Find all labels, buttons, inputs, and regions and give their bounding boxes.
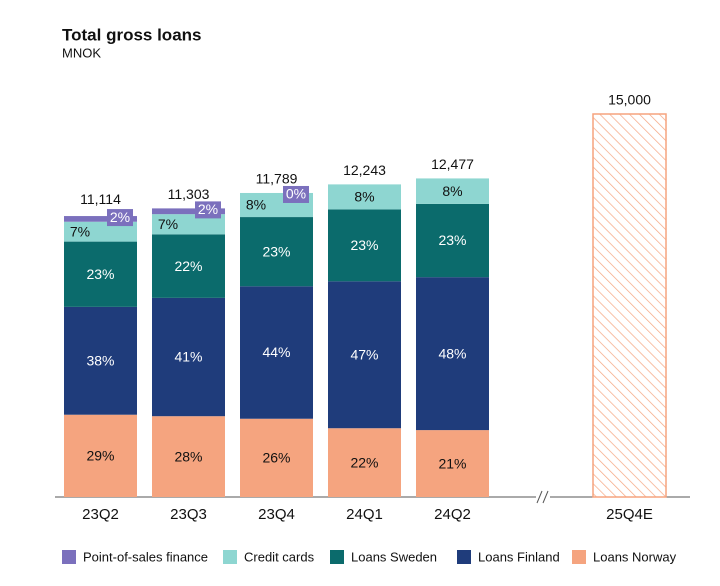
legend-label: Loans Finland [478, 549, 560, 564]
segment-label: 48% [438, 345, 466, 361]
bar-segment [64, 414, 137, 497]
segment-label: 7% [70, 223, 90, 239]
total-label: 11,789 [256, 171, 298, 187]
segment-label: 23% [438, 232, 466, 248]
x-tick-label: 23Q3 [170, 506, 207, 523]
legend-swatch [330, 550, 344, 564]
x-tick-label: 24Q1 [346, 506, 383, 523]
segment-label: 22% [174, 258, 202, 274]
legend-label: Loans Sweden [351, 549, 437, 564]
segment-label-box [195, 201, 221, 219]
total-label: 11,303 [168, 186, 210, 202]
segment-label: 21% [438, 455, 466, 471]
segment-label: 26% [262, 450, 290, 466]
chart-title: Total gross loans [62, 25, 202, 44]
bar-segment [416, 203, 489, 278]
segment-label: 23% [262, 243, 290, 259]
segment-label: 44% [262, 344, 290, 360]
bar-segment [328, 281, 401, 429]
segment-label: 8% [354, 189, 374, 205]
chart-subtitle: MNOK [62, 45, 101, 60]
segment-label: 38% [86, 352, 114, 368]
bar-segment [240, 286, 313, 419]
legend-label: Loans Norway [593, 549, 677, 564]
segment-label: 23% [350, 237, 378, 253]
legend-swatch [223, 550, 237, 564]
bar-segment [152, 297, 225, 417]
bar-segment [328, 209, 401, 282]
bar-segment [240, 418, 313, 497]
total-label: 12,243 [343, 162, 386, 178]
x-tick-label: 25Q4E [606, 506, 653, 523]
bar-segment [152, 208, 225, 215]
legend-swatch [457, 550, 471, 564]
bar-segment [416, 178, 489, 204]
bar-segment [64, 241, 137, 307]
total-label: 11,114 [80, 191, 121, 207]
axis-break [536, 490, 543, 504]
legend-label: Credit cards [244, 549, 315, 564]
axis-break-gap [536, 489, 550, 505]
legend-swatch [62, 550, 76, 564]
bar-segment [64, 216, 137, 222]
segment-label: 23% [86, 266, 114, 282]
segment-label: 7% [158, 216, 178, 232]
segment-label: 8% [442, 183, 462, 199]
bar-segment [416, 430, 489, 497]
bar-segment [328, 184, 401, 210]
segment-label: 29% [86, 448, 114, 464]
forecast-bar [592, 113, 667, 498]
legend-swatch [572, 550, 586, 564]
x-tick-label: 23Q2 [82, 506, 119, 523]
total-label: 12,477 [431, 156, 474, 172]
segment-label: 41% [174, 349, 202, 365]
segment-label: 2% [198, 201, 218, 217]
x-tick-label: 23Q4 [258, 506, 295, 523]
total-label: 15,000 [608, 92, 651, 108]
segment-label: 28% [174, 448, 202, 464]
bar-segment [152, 234, 225, 298]
bar-segment [64, 306, 137, 415]
segment-label: 8% [246, 197, 266, 213]
segment-label: 2% [110, 209, 130, 225]
segment-label-box [107, 209, 133, 227]
bar-segment [152, 416, 225, 497]
x-tick-label: 24Q2 [434, 506, 471, 523]
bar-segment [152, 214, 225, 235]
axis-break [542, 490, 549, 504]
bar-segment [240, 217, 313, 287]
segment-label-box [283, 185, 309, 203]
segment-label: 22% [350, 454, 378, 470]
segment-label: 47% [350, 346, 378, 362]
bar-segment [328, 428, 401, 497]
bar-segment [416, 277, 489, 431]
bar-segment [64, 221, 137, 242]
legend-label: Point-of-sales finance [83, 549, 208, 564]
segment-label: 0% [286, 186, 306, 202]
